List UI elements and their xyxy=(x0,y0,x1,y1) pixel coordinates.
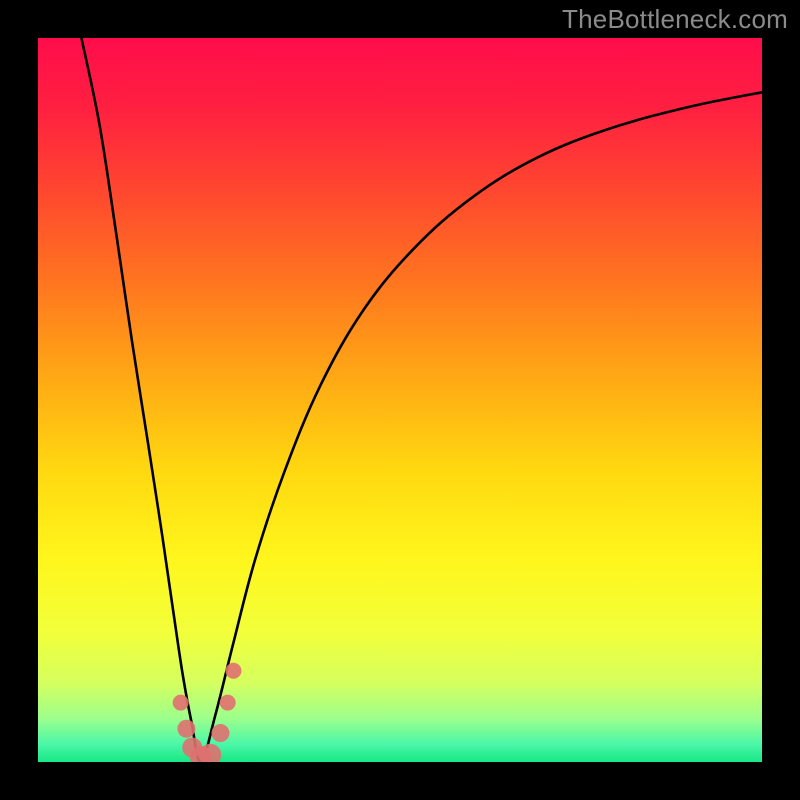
plot-area xyxy=(38,38,762,762)
data-marker xyxy=(173,695,189,711)
watermark-text: TheBottleneck.com xyxy=(562,4,788,35)
bottleneck-curve xyxy=(81,38,762,762)
data-marker xyxy=(225,663,241,679)
curve-layer xyxy=(38,38,762,762)
data-marker xyxy=(177,720,195,738)
data-marker xyxy=(220,695,236,711)
chart-root: TheBottleneck.com xyxy=(0,0,800,800)
data-marker xyxy=(211,724,229,742)
